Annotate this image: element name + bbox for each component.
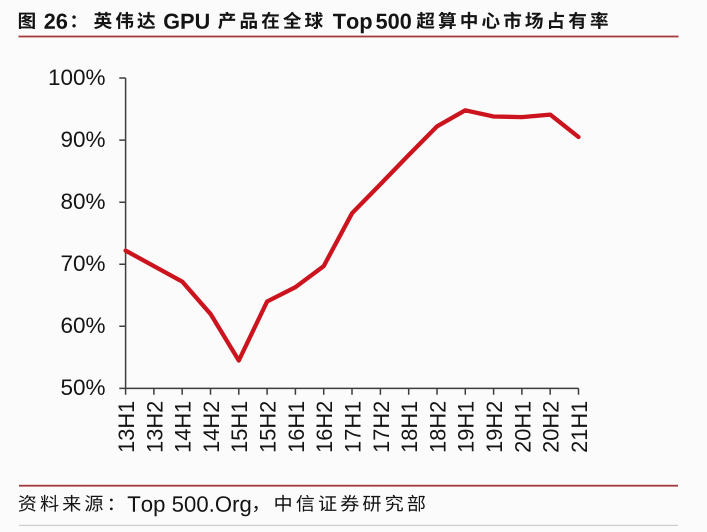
svg-text:19H2: 19H2	[482, 401, 507, 453]
svg-text:90%: 90%	[60, 127, 105, 152]
svg-text:13H1: 13H1	[114, 401, 139, 453]
svg-text:14H2: 14H2	[199, 401, 224, 453]
svg-text:18H2: 18H2	[425, 401, 450, 453]
svg-text:20H1: 20H1	[510, 401, 535, 453]
svg-text:60%: 60%	[60, 313, 105, 338]
svg-text:16H1: 16H1	[284, 401, 309, 453]
svg-text:100%: 100%	[48, 65, 106, 90]
svg-text:15H1: 15H1	[227, 401, 252, 453]
svg-text:16H2: 16H2	[312, 401, 337, 453]
svg-text:80%: 80%	[60, 189, 105, 214]
svg-text:15H2: 15H2	[256, 401, 281, 453]
svg-text:20H2: 20H2	[539, 401, 564, 453]
svg-text:21H1: 21H1	[567, 401, 592, 453]
svg-text:17H2: 17H2	[369, 401, 394, 453]
svg-text:14H1: 14H1	[171, 401, 196, 453]
svg-text:50%: 50%	[60, 375, 105, 400]
svg-text:70%: 70%	[60, 251, 105, 276]
svg-text:18H1: 18H1	[397, 401, 422, 453]
svg-text:19H1: 19H1	[454, 401, 479, 453]
svg-text:13H2: 13H2	[142, 401, 167, 453]
svg-text:17H1: 17H1	[341, 401, 366, 453]
